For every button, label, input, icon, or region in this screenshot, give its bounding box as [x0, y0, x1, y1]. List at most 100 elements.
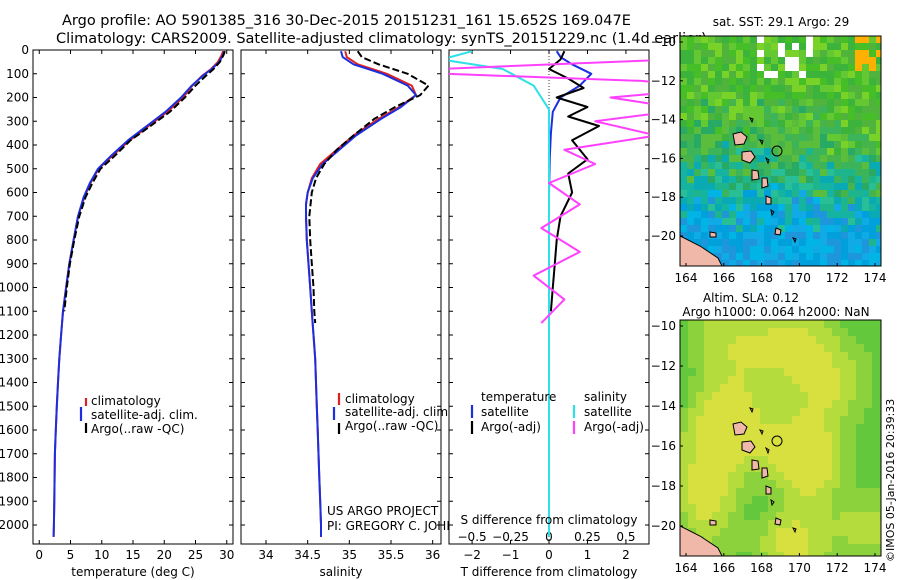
sla-cell [864, 480, 873, 489]
sla-cell [680, 368, 689, 377]
sla-cell [728, 416, 737, 425]
sst-cell [820, 134, 828, 142]
sla-cell [856, 360, 865, 369]
sst-cell [687, 218, 695, 226]
sst-cell [680, 113, 688, 121]
sst-cell [778, 260, 786, 266]
sla-cell [768, 504, 777, 513]
sst-cell [848, 218, 856, 226]
sst-cell [750, 106, 758, 114]
x-tick-label: 35 [342, 548, 357, 562]
sst-cell [701, 71, 709, 79]
sla-cell [712, 488, 721, 497]
sla-cell [824, 368, 833, 377]
sla-cell [816, 416, 825, 425]
sst-cell [827, 113, 835, 121]
sla-cell [808, 352, 817, 361]
sla-cell [800, 432, 809, 441]
sla-cell [840, 360, 849, 369]
sla-cell [864, 472, 873, 481]
sla-cell [848, 360, 857, 369]
sst-cell [827, 253, 835, 261]
sla-cell [696, 480, 705, 489]
sla-cell [808, 552, 817, 556]
sst-cell [750, 99, 758, 107]
sst-cell [869, 190, 877, 198]
sla-cell [864, 536, 873, 545]
sst-cell [806, 127, 814, 135]
sst-cell [827, 183, 835, 191]
sla-cell [680, 496, 689, 505]
sst-cell [743, 120, 751, 128]
legend-label-s-satellite: satellite [584, 405, 632, 419]
sla-cell [776, 344, 785, 353]
sst-cell [757, 36, 765, 44]
sst-cell [855, 169, 863, 177]
sla-cell [712, 456, 721, 465]
sst-cell [785, 197, 793, 205]
sst-cell [736, 169, 744, 177]
sla-cell [824, 360, 833, 369]
sst-cell [792, 71, 800, 79]
sst-cell [799, 50, 807, 58]
sla-cell [768, 528, 777, 537]
sla-cell [704, 384, 713, 393]
sla-cell [864, 376, 873, 385]
sst-cell [827, 162, 835, 170]
sst-cell [771, 225, 779, 233]
sla-cell [856, 528, 865, 537]
sst-cell [848, 127, 856, 135]
x-tick-label: 30 [219, 548, 234, 562]
sst-cell [701, 162, 709, 170]
sst-cell [792, 134, 800, 142]
sst-cell [743, 141, 751, 149]
sla-small-islets [749, 407, 797, 534]
sst-cell [792, 253, 800, 261]
sst-cell [715, 120, 723, 128]
sst-cell [813, 64, 821, 72]
sst-cell [834, 169, 842, 177]
sst-cell [743, 99, 751, 107]
sla-cell [704, 472, 713, 481]
sst-cell [834, 106, 842, 114]
sla-cell [752, 552, 761, 556]
sla-cell [720, 544, 729, 553]
sst-cell [862, 232, 870, 240]
sst-cell [701, 120, 709, 128]
sla-cell [816, 504, 825, 513]
sla-cell [736, 456, 745, 465]
sst-cell [722, 92, 730, 100]
sla-cell [872, 392, 881, 401]
sst-cell [862, 106, 870, 114]
sst-cell [792, 246, 800, 254]
sla-cell [720, 400, 729, 409]
sla-cell [848, 448, 857, 457]
sst-cell [841, 141, 849, 149]
sla-cell [832, 416, 841, 425]
sst-cell [729, 36, 737, 44]
sst-cell [855, 239, 863, 247]
sla-cell [760, 424, 769, 433]
sla-cell [800, 440, 809, 449]
sst-cell [806, 190, 814, 198]
sst-cell [785, 134, 793, 142]
sst-cell [750, 64, 758, 72]
sla-cell [776, 432, 785, 441]
sst-cell [876, 225, 881, 233]
sla-cell [704, 400, 713, 409]
sst-cell [694, 113, 702, 121]
sla-cell [792, 432, 801, 441]
sla-cell [792, 336, 801, 345]
sla-cell [744, 512, 753, 521]
sla-cell [728, 552, 737, 556]
sla-cell [736, 440, 745, 449]
sst-cell [694, 232, 702, 240]
sst-cell [862, 225, 870, 233]
sla-cell [848, 544, 857, 553]
sst-cell [757, 190, 765, 198]
sla-cell [848, 536, 857, 545]
sst-cell [834, 225, 842, 233]
legend-label-argo: Argo(..raw -QC) [91, 422, 184, 436]
sst-cell [813, 106, 821, 114]
sla-cell [712, 408, 721, 417]
